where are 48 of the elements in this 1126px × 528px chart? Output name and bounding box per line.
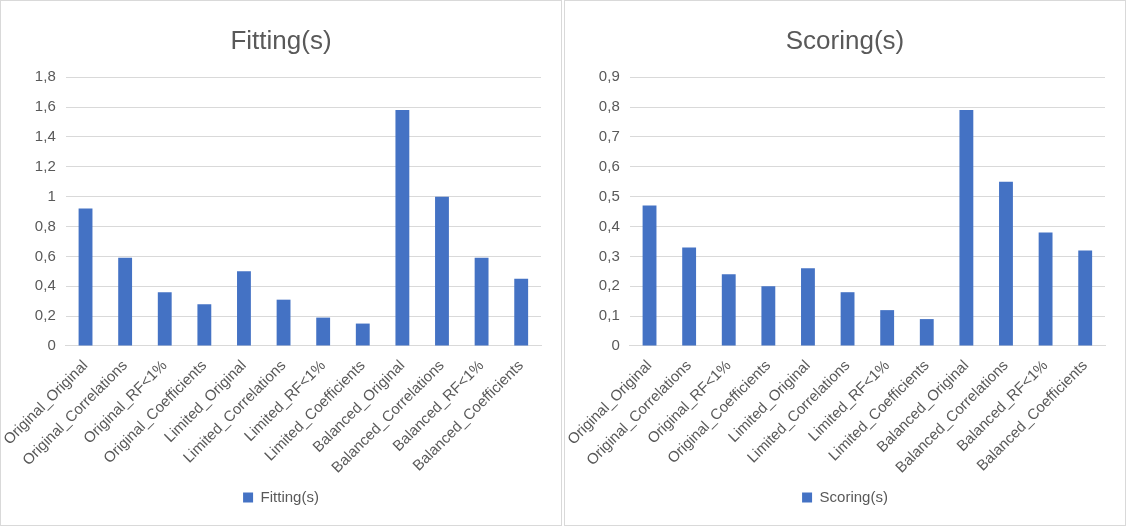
bar — [682, 247, 697, 346]
y-tick-label: 0,5 — [598, 186, 620, 204]
y-tick-label: 1 — [47, 186, 56, 204]
bar — [1078, 250, 1093, 346]
y-tick-label: 0,7 — [598, 127, 620, 145]
bar — [880, 310, 895, 346]
y-tick-label: 0,8 — [598, 97, 620, 115]
bar — [316, 317, 331, 346]
legend-label: Scoring(s) — [819, 487, 888, 505]
bar — [514, 278, 529, 346]
y-tick-label: 0,3 — [598, 246, 620, 264]
bar — [237, 271, 251, 346]
bar — [395, 110, 410, 346]
bar — [761, 286, 776, 346]
y-tick-label: 1,8 — [34, 67, 56, 85]
bar — [1038, 232, 1053, 346]
y-tick-label: 0,2 — [598, 276, 620, 294]
bar — [355, 323, 370, 346]
bar — [801, 268, 815, 346]
bar — [157, 292, 172, 346]
y-tick-label: 1,4 — [34, 127, 56, 145]
y-tick-label: 0,6 — [598, 156, 620, 174]
y-tick-label: 0 — [47, 336, 56, 354]
bar — [78, 208, 93, 346]
bar — [999, 181, 1013, 346]
chart-title: Fitting(s) — [230, 24, 332, 55]
bar — [642, 205, 657, 346]
legend-label: Fitting(s) — [260, 487, 319, 505]
y-tick-label: 0,8 — [34, 216, 56, 234]
bar — [435, 196, 449, 346]
y-tick-label: 0,1 — [598, 306, 620, 324]
bar — [276, 299, 291, 346]
y-tick-label: 0,9 — [598, 67, 620, 85]
bar — [959, 110, 974, 346]
y-tick-label: 0,4 — [34, 276, 56, 294]
y-tick-label: 0,2 — [34, 306, 56, 324]
bar — [474, 257, 489, 346]
y-tick-label: 1,2 — [34, 156, 56, 174]
y-tick-label: 0,4 — [598, 216, 620, 234]
bar — [840, 292, 855, 346]
bar — [919, 319, 934, 346]
bar — [721, 274, 736, 346]
y-tick-label: 0 — [611, 336, 620, 354]
chart-title: Scoring(s) — [785, 24, 905, 55]
bar — [118, 257, 133, 346]
y-tick-label: 1,6 — [34, 97, 56, 115]
bar — [197, 304, 212, 346]
y-tick-label: 0,6 — [34, 246, 56, 264]
